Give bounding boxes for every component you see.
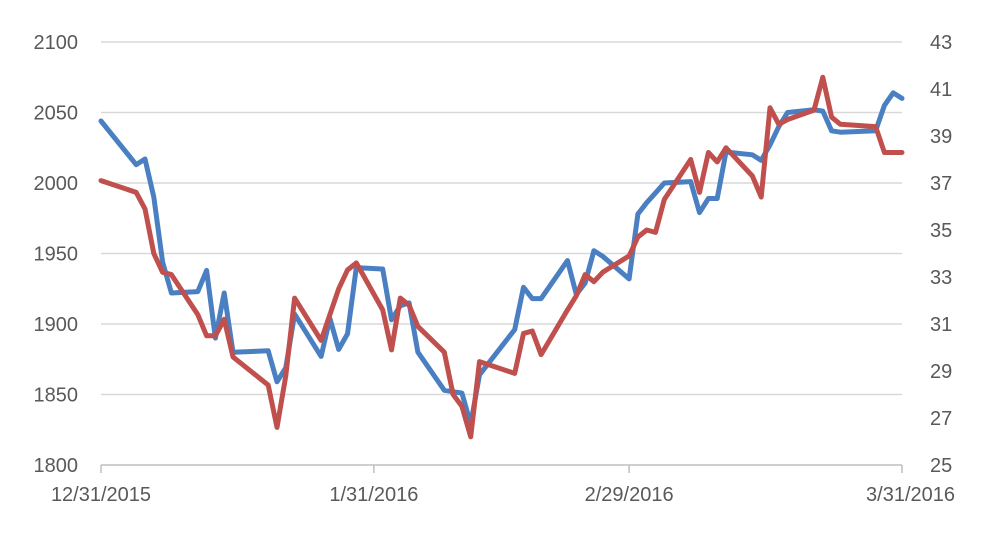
left-y-tick-label: 2000 <box>34 173 79 195</box>
left-y-tick-label: 2050 <box>34 103 79 125</box>
x-tick-label: 1/31/2016 <box>329 484 418 506</box>
left-y-tick-label: 2100 <box>34 32 79 54</box>
right-y-tick-label: 31 <box>930 314 952 336</box>
left-y-tick-label: 1850 <box>34 385 79 407</box>
x-tick-label: 2/29/2016 <box>585 484 674 506</box>
right-y-tick-label: 39 <box>930 126 952 148</box>
gridlines <box>101 41 902 396</box>
left-y-axis: 1800 1850 1900 1950 2000 2050 2100 <box>34 32 79 477</box>
left-y-tick-label: 1800 <box>34 455 79 477</box>
left-y-tick-label: 1900 <box>34 314 79 336</box>
right-y-tick-label: 33 <box>930 267 952 289</box>
right-y-axis: 25 27 29 31 33 35 37 39 41 43 <box>930 32 952 477</box>
x-axis: 12/31/2015 1/31/2016 2/29/2016 3/31/2016 <box>51 464 955 506</box>
right-y-tick-label: 27 <box>930 408 952 430</box>
left-y-tick-label: 1950 <box>34 244 79 266</box>
right-y-tick-label: 25 <box>930 455 952 477</box>
right-y-tick-label: 43 <box>930 32 952 54</box>
right-y-tick-label: 41 <box>930 79 952 101</box>
right-y-tick-label: 37 <box>930 173 952 195</box>
x-tick-label: 12/31/2015 <box>51 484 151 506</box>
right-y-tick-label: 35 <box>930 220 952 242</box>
x-tick-label: 3/31/2016 <box>866 484 955 506</box>
series-line-left-axis <box>98 90 905 427</box>
right-y-tick-label: 29 <box>930 361 952 383</box>
series-layer <box>98 74 905 440</box>
series-line-right-axis <box>98 74 905 440</box>
